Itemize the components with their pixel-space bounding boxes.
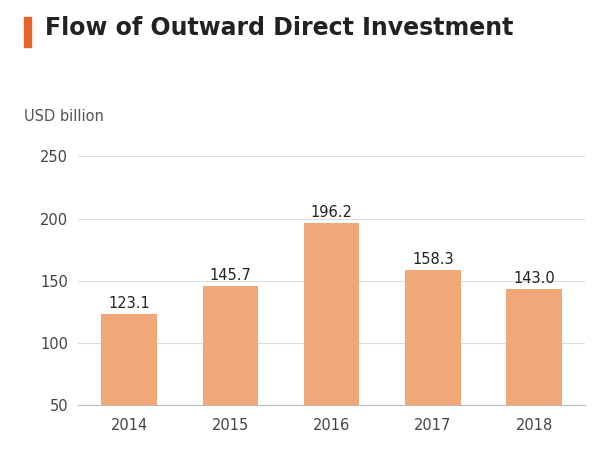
Text: 143.0: 143.0 bbox=[513, 271, 555, 286]
Bar bbox=[507, 289, 562, 450]
Text: 123.1: 123.1 bbox=[109, 296, 150, 311]
Text: 145.7: 145.7 bbox=[209, 268, 251, 283]
Bar bbox=[203, 286, 258, 450]
Bar bbox=[304, 223, 359, 450]
Text: 158.3: 158.3 bbox=[412, 252, 453, 267]
Text: Flow of Outward Direct Investment: Flow of Outward Direct Investment bbox=[45, 16, 514, 40]
Text: 196.2: 196.2 bbox=[311, 205, 353, 220]
Bar bbox=[101, 314, 157, 450]
Bar bbox=[405, 270, 461, 450]
Text: USD billion: USD billion bbox=[24, 109, 104, 124]
